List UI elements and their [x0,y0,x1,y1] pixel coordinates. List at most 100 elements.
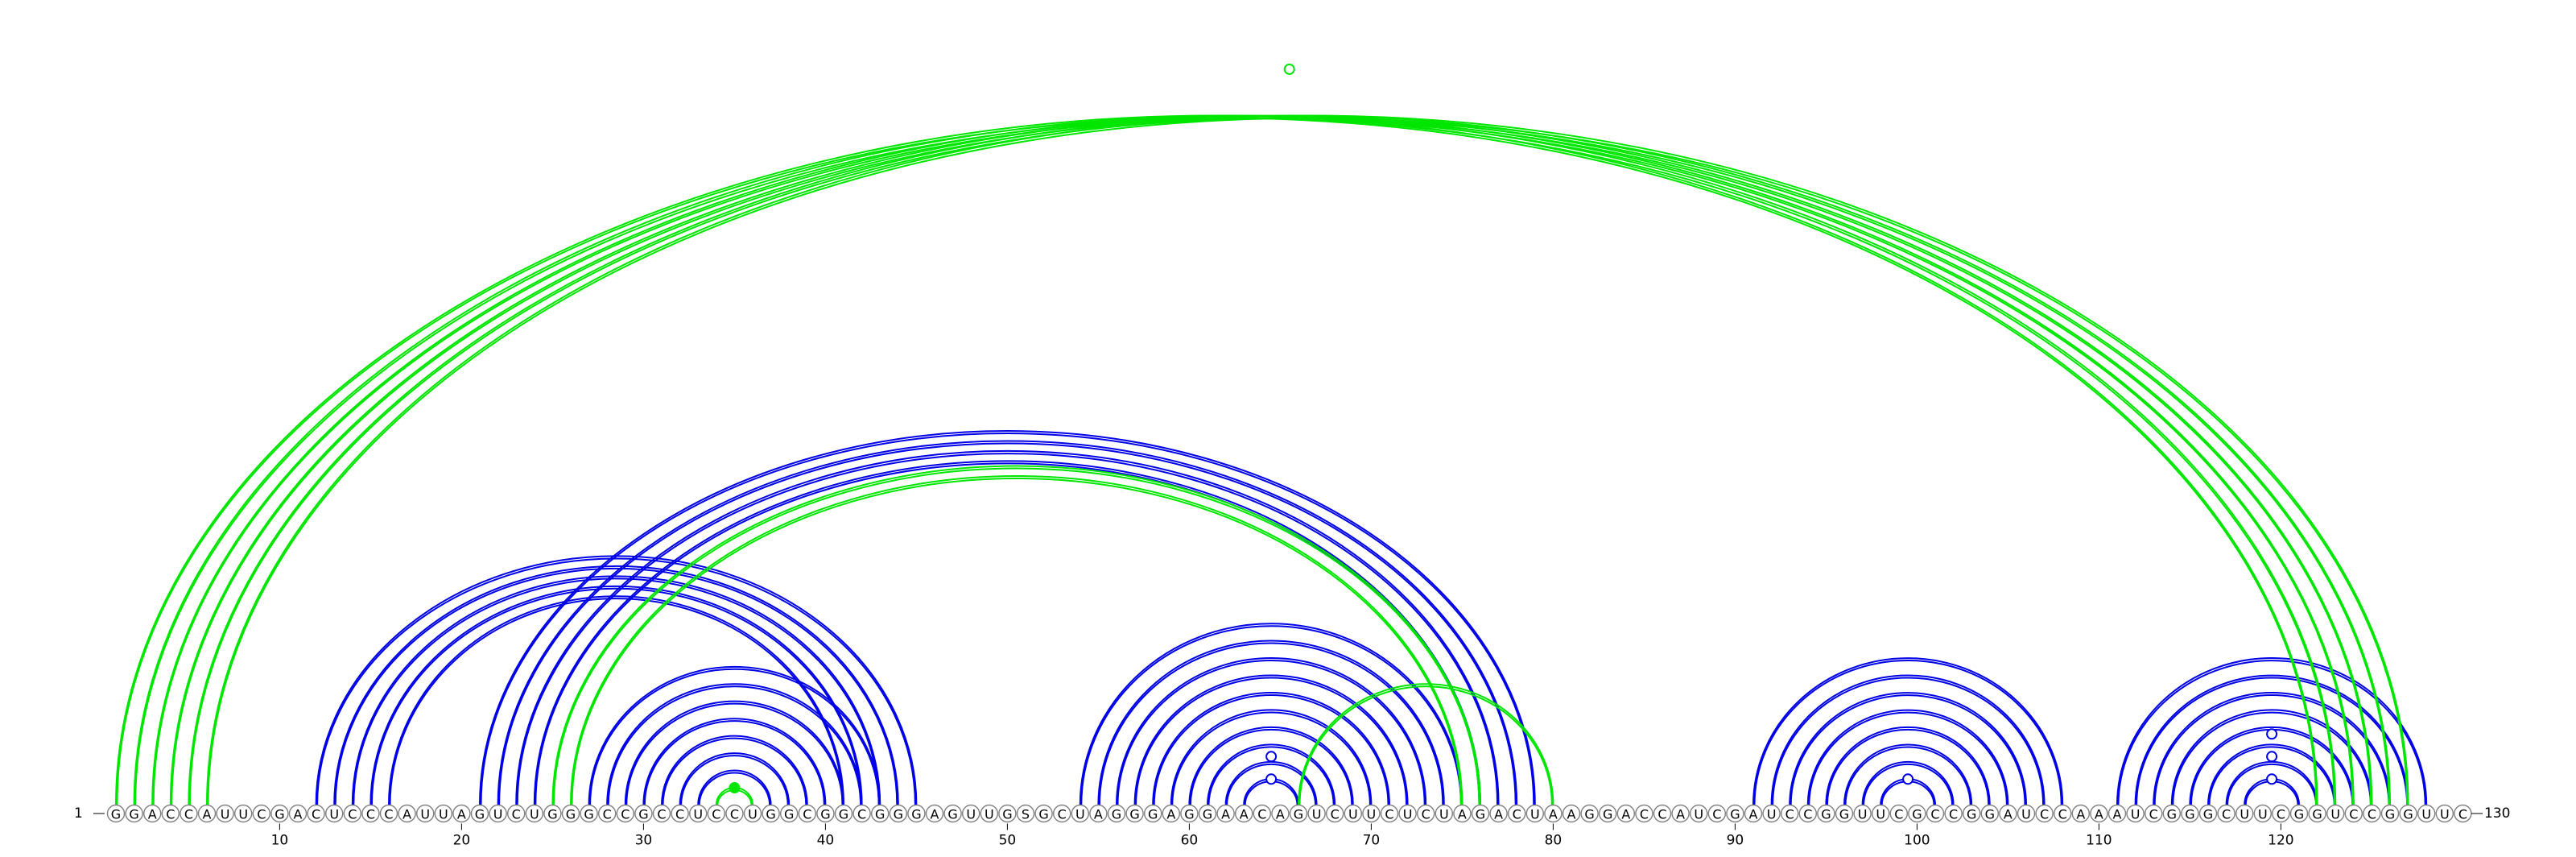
nucleotide-letter-10: G [275,807,284,822]
nucleotide-letter-26: G [566,807,576,822]
nucleotide-letter-59: A [1166,807,1175,822]
nucleotide-26: G [561,804,580,823]
nucleotide-7: U [216,804,234,823]
nucleotide-letter-102: C [1949,807,1958,822]
nucleotide-78: C [1507,804,1526,823]
nucleotide-30: G [634,804,653,823]
arc-blue-16-41 [388,595,844,805]
nucleotide-letter-32: C [675,807,684,822]
nucleotide-letter-20: A [457,807,466,822]
nucleotide-letter-129: U [2440,807,2450,822]
nucleotide-circle-76 [1471,804,1490,823]
nucleotide-letter-50: G [1002,807,1012,822]
arc-green-66-80 [1298,683,1554,805]
nucleotide-10: G [270,804,289,823]
nucleotide-97: U [1853,804,1872,823]
nucleotide-circle-61 [1198,804,1217,823]
nucleotide-letter-80: A [1549,807,1558,822]
nucleotide-letter-95: G [1821,807,1831,822]
nucleotide-92: U [1762,804,1781,823]
nucleotide-20: A [452,804,471,823]
arc-blue-60-69-inner [1189,728,1353,805]
arc-blue-30-40 [642,718,827,805]
nucleotide-circle-16 [379,804,398,823]
nucleotide-letter-18: U [420,807,430,822]
nucleotide-39: C [798,804,816,823]
nucleotide-circle-29 [616,804,634,823]
nucleotide-circle-79 [1525,804,1545,823]
nucleotide-letter-44: G [894,807,903,822]
nucleotide-circle-68 [1325,804,1344,823]
nucleotide-94: C [1798,804,1818,823]
nucleotide-circle-106 [2017,804,2036,823]
nucleotide-letter-126: G [2385,807,2395,822]
nucleotide-circle-67 [1307,804,1326,823]
nucleotide-130: C [2454,804,2472,823]
nucleotide-letter-122: G [2312,807,2322,822]
start-label: 1 [74,805,83,822]
nucleotide-116: G [2198,804,2218,823]
arc-blue-27-43-inner [589,668,880,805]
marker-blue-6 [2266,751,2278,763]
arc-blue-57-72 [1133,674,1409,805]
nucleotide-29: C [616,804,634,823]
arc-green-3-124 [151,114,2355,805]
nucleotide-letter-27: G [584,807,593,822]
nucleotide-75: A [1453,804,1472,823]
nucleotide-circle-101 [1926,804,1945,823]
nucleotide-circle-71 [1380,804,1399,823]
nucleotide-87: A [1671,804,1690,823]
nucleotide-71: C [1380,804,1399,823]
nucleotide-circle-109 [2071,804,2091,823]
nucleotide-35: C [725,804,744,823]
nucleotide-letter-1: G [111,807,121,822]
nucleotide-128: U [2417,804,2436,823]
arc-blue-56-73 [1116,657,1427,805]
nucleotide-108: C [2053,804,2072,823]
arc-blue-111-128 [2116,657,2428,805]
nucleotide-2: G [125,804,143,823]
nucleotide-letter-69: U [1348,807,1358,822]
nucleotide-105: A [1999,804,2017,823]
nucleotide-letter-30: G [638,807,648,822]
nucleotide-106: U [2017,804,2036,823]
nucleotide-58: G [1143,804,1162,823]
nucleotide-5: C [180,804,198,823]
nucleotide-letter-56: G [1112,807,1121,822]
tick-label-30: 30 [635,833,653,849]
arc-blue-61-68 [1207,743,1336,805]
nucleotide-88: U [1689,804,1708,823]
arc-blue-31-39 [661,735,808,805]
nucleotide-circle-111 [2107,804,2127,823]
arc-blue-14-43 [351,575,881,805]
nucleotide-129: U [2435,804,2454,823]
tick-label-20: 20 [453,833,471,849]
nucleotide-letter-110: A [2095,807,2103,822]
nucleotide-letter-92: U [1767,807,1777,822]
nucleotide-letter-116: G [2203,807,2213,822]
nucleotide-letter-2: G [129,807,138,822]
nucleotide-114: G [2162,804,2182,823]
nucleotide-letter-16: C [384,807,393,822]
nucleotide-65: A [1271,804,1290,823]
nucleotide-42: C [852,804,871,823]
nucleotide-circle-86 [1653,804,1672,823]
nucleotide-circle-65 [1271,804,1290,823]
nucleotide-circle-72 [1398,804,1417,823]
nucleotide-letter-118: U [2240,807,2249,822]
nucleotide-letter-123: U [2330,807,2340,822]
nucleotide-circle-55 [1089,804,1108,823]
arc-blue-23-77 [515,449,1500,805]
nucleotide-circle-115 [2181,804,2199,823]
arc-blue-59-70 [1170,709,1373,805]
arc-blue-58-71 [1152,691,1390,805]
arc-blue-111-128-inner [2117,660,2426,805]
arc-blue-27-43 [588,665,881,805]
arc-blue-28-42-inner [607,685,862,805]
nucleotide-circle-9 [252,804,270,823]
nucleotide-100: G [1908,804,1926,823]
arc-blue-91-108-inner [1753,660,2062,805]
arc-green-2-123 [133,114,2337,805]
nucleotide-circle-96 [1835,804,1854,823]
marker-blue-7 [2266,728,2278,740]
